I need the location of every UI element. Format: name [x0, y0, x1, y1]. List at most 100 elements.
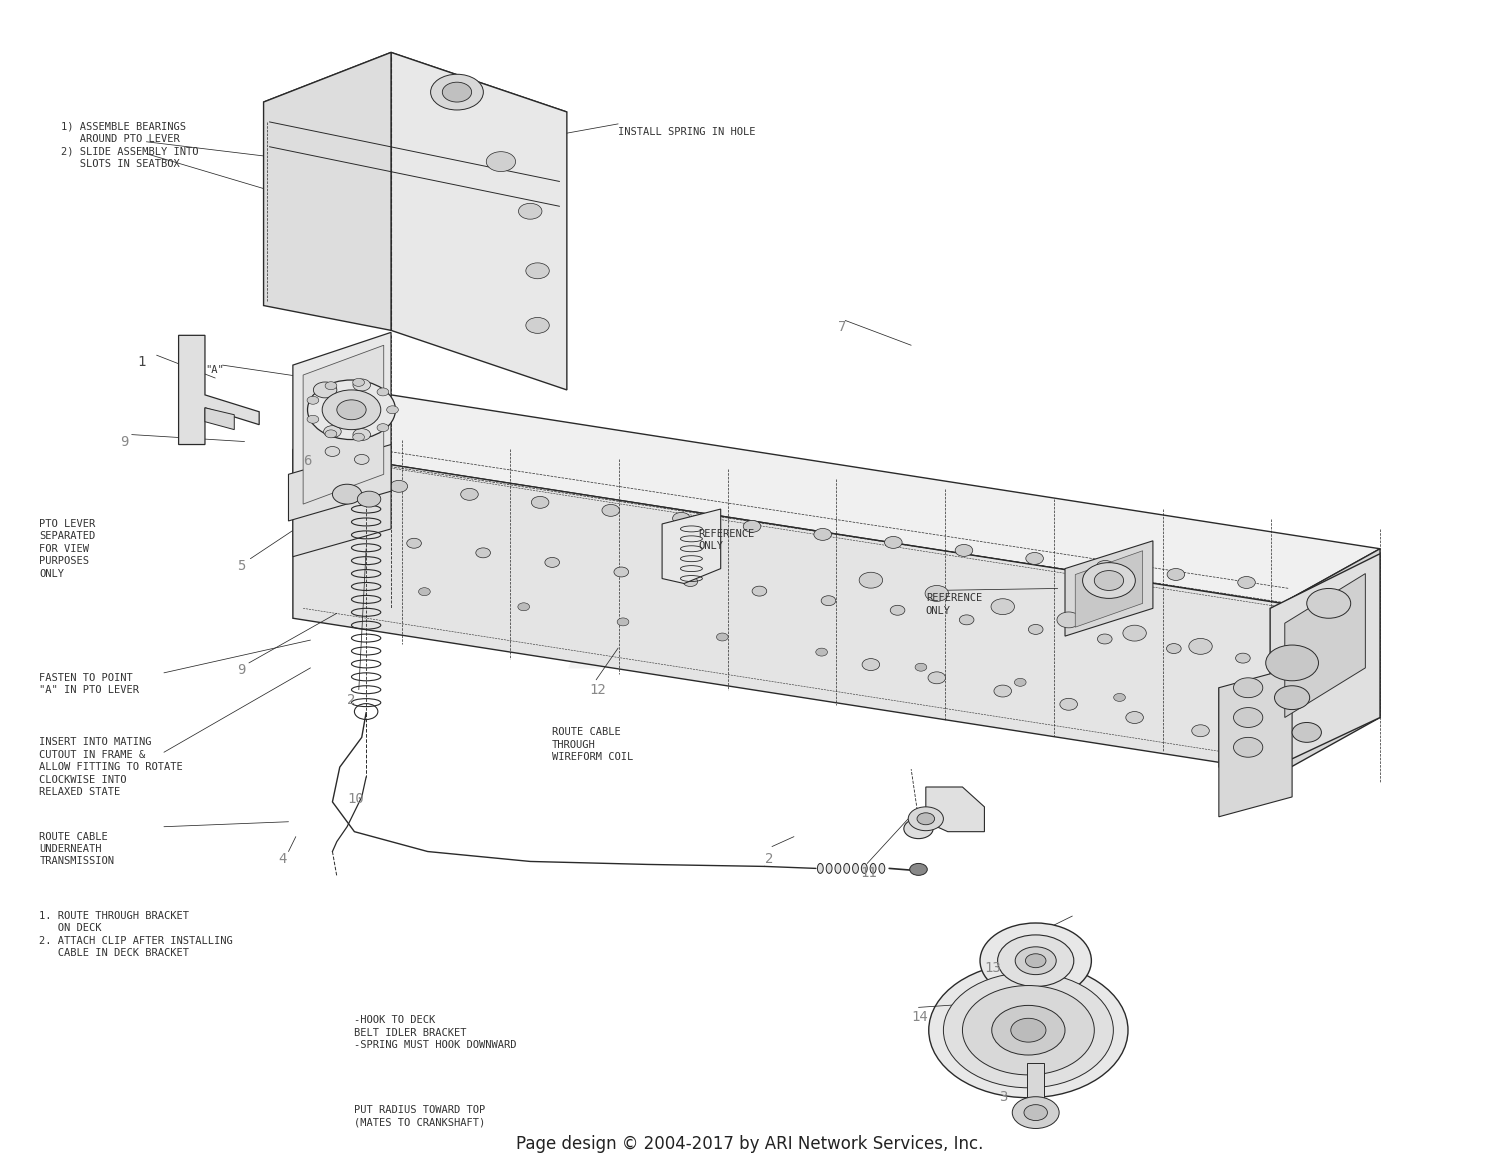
Circle shape — [354, 454, 369, 464]
Circle shape — [992, 599, 1014, 615]
Circle shape — [614, 567, 628, 576]
Circle shape — [862, 658, 879, 671]
Circle shape — [352, 428, 370, 441]
Circle shape — [1060, 698, 1077, 711]
Circle shape — [944, 972, 1113, 1088]
Circle shape — [1306, 588, 1350, 619]
Text: REFERENCE
ONLY: REFERENCE ONLY — [699, 529, 754, 551]
Text: 11: 11 — [859, 866, 876, 880]
Circle shape — [308, 415, 320, 424]
Text: 10: 10 — [346, 792, 364, 806]
Circle shape — [352, 378, 364, 386]
Circle shape — [352, 379, 370, 391]
Bar — [1028, 1063, 1044, 1103]
Text: ROUTE CABLE
THROUGH
WIREFORM COIL: ROUTE CABLE THROUGH WIREFORM COIL — [552, 727, 633, 762]
Circle shape — [816, 648, 828, 656]
Ellipse shape — [818, 864, 824, 873]
Circle shape — [314, 382, 338, 398]
Polygon shape — [926, 787, 984, 832]
Circle shape — [526, 317, 549, 334]
Circle shape — [1098, 634, 1112, 644]
Polygon shape — [1076, 551, 1143, 627]
Ellipse shape — [879, 864, 885, 873]
Polygon shape — [292, 394, 1380, 603]
Ellipse shape — [844, 864, 849, 873]
Circle shape — [476, 547, 490, 558]
Circle shape — [682, 576, 698, 587]
Text: 1. ROUTE THROUGH BRACKET
   ON DECK
2. ATTACH CLIP AFTER INSTALLING
   CABLE IN : 1. ROUTE THROUGH BRACKET ON DECK 2. ATTA… — [39, 911, 232, 958]
Circle shape — [1167, 643, 1180, 654]
Text: 2: 2 — [346, 693, 355, 707]
Circle shape — [916, 812, 934, 825]
Circle shape — [326, 447, 340, 456]
Circle shape — [904, 819, 933, 839]
Circle shape — [1266, 645, 1318, 680]
Ellipse shape — [852, 864, 858, 873]
Text: 4: 4 — [278, 852, 286, 866]
Text: 9: 9 — [237, 663, 246, 677]
Circle shape — [526, 263, 549, 279]
Polygon shape — [1282, 548, 1380, 773]
Circle shape — [324, 426, 340, 438]
Circle shape — [1026, 953, 1045, 967]
Text: INSTALL SPRING IN HOLE: INSTALL SPRING IN HOLE — [618, 127, 756, 137]
Circle shape — [1024, 1105, 1047, 1120]
Text: PTO LEVER
SEPARATED
FOR VIEW
PURPOSES
ONLY: PTO LEVER SEPARATED FOR VIEW PURPOSES ON… — [39, 519, 96, 579]
Circle shape — [1292, 722, 1322, 742]
Circle shape — [909, 864, 927, 875]
Circle shape — [1113, 693, 1125, 701]
Circle shape — [980, 923, 1092, 999]
Circle shape — [326, 382, 338, 390]
Circle shape — [928, 963, 1128, 1098]
Text: -HOOK TO DECK
BELT IDLER BRACKET
-SPRING MUST HOOK DOWNWARD: -HOOK TO DECK BELT IDLER BRACKET -SPRING… — [354, 1015, 518, 1050]
Circle shape — [308, 380, 396, 440]
Circle shape — [885, 537, 902, 548]
Circle shape — [376, 387, 388, 396]
Polygon shape — [1286, 573, 1365, 718]
Circle shape — [1233, 678, 1263, 698]
Circle shape — [928, 672, 945, 684]
Circle shape — [387, 406, 399, 414]
Circle shape — [544, 558, 560, 567]
Circle shape — [333, 484, 362, 504]
Text: "A": "A" — [206, 365, 224, 375]
Polygon shape — [292, 449, 1282, 773]
Circle shape — [1126, 712, 1143, 724]
Circle shape — [815, 529, 831, 540]
Circle shape — [963, 986, 1095, 1075]
Polygon shape — [1220, 668, 1292, 817]
Ellipse shape — [836, 864, 842, 873]
Circle shape — [717, 633, 728, 641]
Ellipse shape — [861, 864, 867, 873]
Circle shape — [890, 606, 904, 615]
Circle shape — [994, 685, 1011, 697]
Text: INSERT INTO MATING
CUTOUT IN FRAME &
ALLOW FITTING TO ROTATE
CLOCKWISE INTO
RELA: INSERT INTO MATING CUTOUT IN FRAME & ALL… — [39, 738, 183, 797]
Ellipse shape — [870, 864, 876, 873]
Polygon shape — [292, 471, 392, 557]
Circle shape — [1191, 725, 1209, 736]
Polygon shape — [264, 53, 567, 161]
Circle shape — [390, 481, 408, 492]
Circle shape — [357, 491, 381, 508]
Circle shape — [460, 488, 478, 501]
Text: 5: 5 — [237, 559, 246, 573]
Text: 1) ASSEMBLE BEARINGS
   AROUND PTO LEVER
2) SLIDE ASSEMBLY INTO
   SLOTS IN SEAT: 1) ASSEMBLE BEARINGS AROUND PTO LEVER 2)… — [62, 121, 200, 169]
Text: 12: 12 — [590, 683, 606, 697]
Circle shape — [531, 496, 549, 509]
Circle shape — [352, 433, 364, 441]
Circle shape — [1016, 946, 1056, 974]
Circle shape — [338, 400, 366, 420]
Circle shape — [406, 538, 422, 548]
Circle shape — [1096, 560, 1114, 572]
Circle shape — [486, 152, 516, 172]
Circle shape — [419, 588, 430, 595]
Circle shape — [376, 424, 388, 432]
Polygon shape — [392, 53, 567, 390]
Circle shape — [1026, 552, 1044, 565]
Circle shape — [1029, 624, 1042, 635]
Circle shape — [320, 473, 338, 484]
Circle shape — [998, 935, 1074, 986]
Text: 6: 6 — [303, 454, 312, 468]
Circle shape — [1124, 626, 1146, 641]
Text: ROUTE CABLE
UNDERNEATH
TRANSMISSION: ROUTE CABLE UNDERNEATH TRANSMISSION — [39, 832, 114, 866]
